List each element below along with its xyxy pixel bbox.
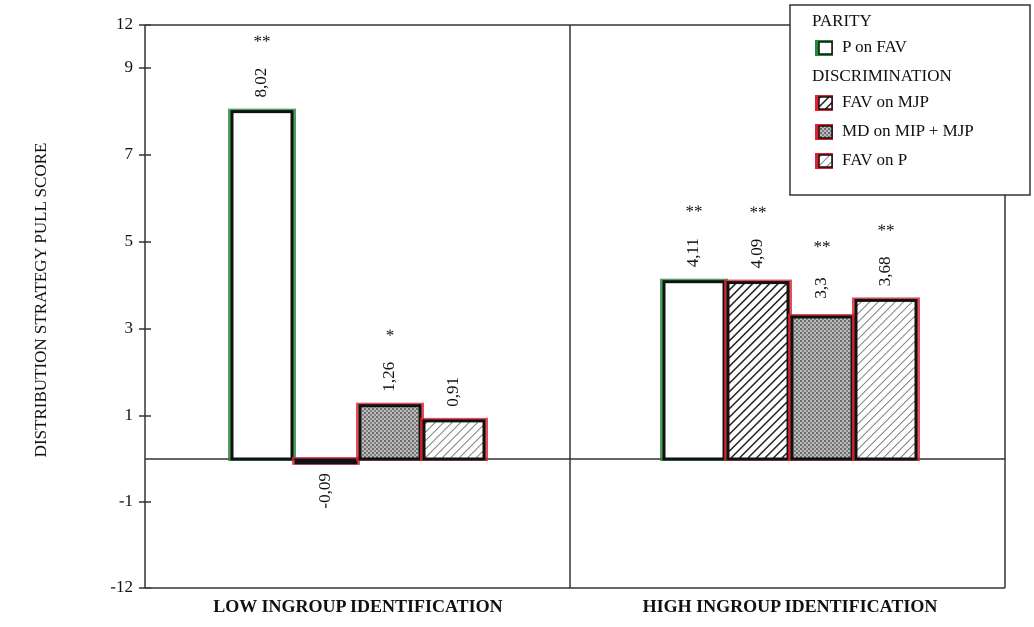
bar <box>854 298 918 461</box>
legend-label: P on FAV <box>842 37 908 56</box>
legend-label: FAV on P <box>842 150 907 169</box>
value-label: 3,3 <box>811 277 830 298</box>
x-tick-label: HIGH INGROUP IDENTIFICATION <box>643 596 938 616</box>
y-tick-label: 1 <box>125 405 134 424</box>
significance: ** <box>814 237 831 256</box>
bar <box>230 110 294 461</box>
bar <box>662 280 726 461</box>
value-label: 4,09 <box>747 239 766 269</box>
value-label: 3,68 <box>875 257 894 287</box>
legend-label: FAV on MJP <box>842 92 929 111</box>
significance: ** <box>750 202 767 221</box>
bar <box>358 404 422 461</box>
y-tick-label: 3 <box>125 318 134 337</box>
legend-swatch <box>818 41 833 55</box>
value-label: -0,09 <box>315 473 334 508</box>
y-tick-label: -1 <box>119 491 133 510</box>
significance: * <box>386 326 395 345</box>
significance: ** <box>254 32 271 51</box>
bar <box>422 419 486 461</box>
value-label: 8,02 <box>251 68 270 98</box>
y-tick-label: 5 <box>125 231 134 250</box>
significance: ** <box>686 202 703 221</box>
bar <box>294 458 358 465</box>
legend-heading: DISCRIMINATION <box>812 66 952 85</box>
value-label: 4,11 <box>683 238 702 267</box>
bar <box>726 281 790 461</box>
significance: ** <box>878 220 895 239</box>
legend-swatch <box>818 154 833 168</box>
value-label: 0,91 <box>443 377 462 407</box>
legend-swatch <box>818 125 833 139</box>
value-label: 1,26 <box>379 362 398 392</box>
legend-heading: PARITY <box>812 11 872 30</box>
y-axis-label: DISTRIBUTION STRATEGY PULL SCORE <box>31 143 50 458</box>
y-tick-label: 7 <box>125 144 134 163</box>
bar <box>790 315 854 461</box>
y-tick-label: 12 <box>116 14 133 33</box>
legend-swatch <box>818 96 833 110</box>
y-tick-label: -12 <box>110 577 133 596</box>
x-tick-label: LOW INGROUP IDENTIFICATION <box>213 596 502 616</box>
legend-label: MD on MIP + MJP <box>842 121 974 140</box>
y-tick-label: 9 <box>125 57 134 76</box>
